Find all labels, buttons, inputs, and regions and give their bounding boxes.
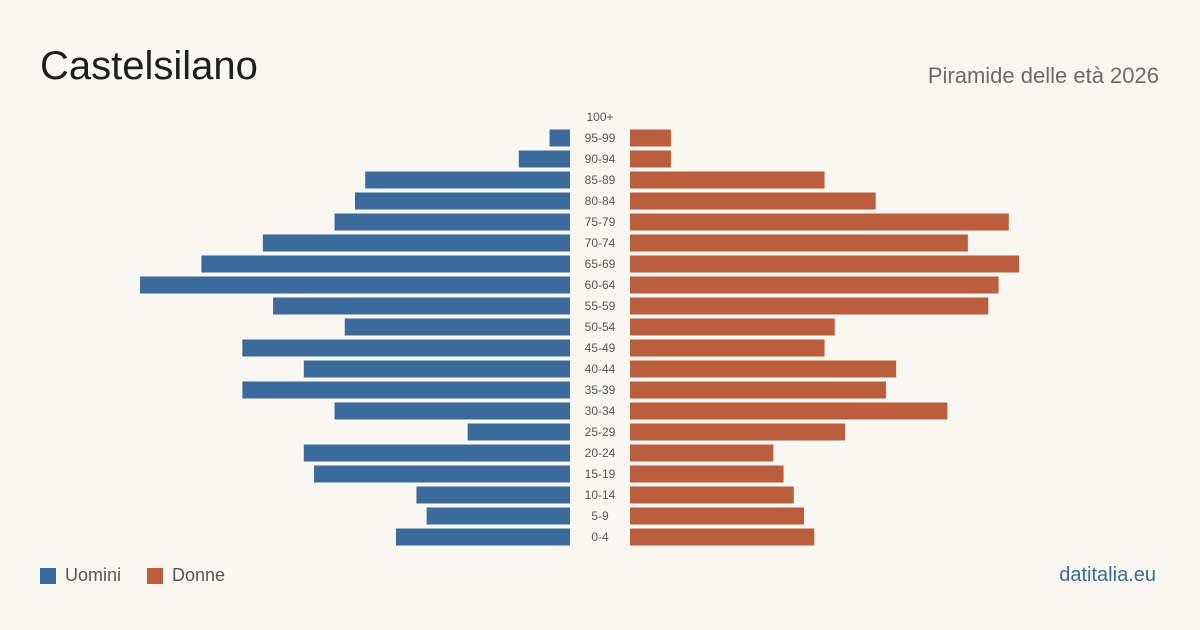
bar-men-50-54 [344,318,570,336]
bar-women-60-64 [630,276,999,294]
bar-men-10-14 [416,486,570,504]
age-label-30-34: 30-34 [585,404,616,418]
age-label-55-59: 55-59 [585,299,616,313]
bar-men-30-34 [334,402,570,420]
age-label-85-89: 85-89 [585,173,616,187]
bar-women-75-79 [630,213,1009,231]
bar-men-95-99 [549,129,570,147]
bar-men-80-84 [355,192,570,210]
bar-men-0-4 [395,528,570,546]
age-label-35-39: 35-39 [585,383,616,397]
age-label-40-44: 40-44 [585,362,616,376]
bar-women-25-29 [630,423,845,441]
bar-women-95-99 [630,129,671,147]
age-label-75-79: 75-79 [585,215,616,229]
age-label-45-49: 45-49 [585,341,616,355]
age-label-15-19: 15-19 [585,467,616,481]
age-label-60-64: 60-64 [585,278,616,292]
age-label-10-14: 10-14 [585,488,616,502]
legend: Uomini Donne [40,565,251,586]
bar-men-90-94 [518,150,570,168]
bar-women-65-69 [630,255,1020,273]
bar-women-15-19 [630,465,784,483]
bar-women-20-24 [630,444,774,462]
age-label-100+: 100+ [586,110,613,124]
bar-women-5-9 [630,507,805,525]
age-label-50-54: 50-54 [585,320,616,334]
bar-women-10-14 [630,486,794,504]
brand-link[interactable]: datitalia.eu [1059,564,1156,586]
bar-men-65-69 [201,255,570,273]
age-label-80-84: 80-84 [585,194,616,208]
bar-men-15-19 [314,465,570,483]
bar-women-0-4 [630,528,815,546]
bar-women-35-39 [630,381,886,399]
legend-swatch-men [40,567,56,584]
bar-men-35-39 [242,381,570,399]
legend-item-women: Donne [147,565,225,586]
legend-label-women: Donne [172,565,226,585]
bar-women-70-74 [630,234,968,252]
bar-women-55-59 [630,297,989,315]
bar-men-75-79 [334,213,570,231]
bar-men-45-49 [242,339,570,357]
legend-label-men: Uomini [65,565,122,585]
age-label-70-74: 70-74 [585,236,616,250]
legend-item-men: Uomini [40,565,121,586]
bar-women-50-54 [630,318,835,336]
bar-women-85-89 [630,171,825,189]
bar-women-80-84 [630,192,876,210]
bar-women-40-44 [630,360,897,378]
bar-men-70-74 [262,234,570,252]
bar-men-20-24 [303,444,570,462]
age-label-0-4: 0-4 [591,530,609,544]
bar-women-90-94 [630,150,671,168]
bar-men-40-44 [303,360,570,378]
bar-men-60-64 [140,276,570,294]
chart-title: Castelsilano [40,44,258,88]
age-label-65-69: 65-69 [585,257,616,271]
bar-women-30-34 [630,402,948,420]
bar-women-45-49 [630,339,825,357]
age-label-25-29: 25-29 [585,425,616,439]
age-label-95-99: 95-99 [585,131,616,145]
bar-men-25-29 [467,423,570,441]
age-label-5-9: 5-9 [591,509,609,523]
age-label-90-94: 90-94 [585,152,616,166]
chart-subtitle: Piramide delle età 2026 [927,63,1159,88]
bar-men-85-89 [365,171,570,189]
legend-swatch-women [147,567,164,584]
bar-men-5-9 [426,507,570,525]
bar-men-55-59 [273,297,570,315]
age-label-20-24: 20-24 [585,446,616,460]
